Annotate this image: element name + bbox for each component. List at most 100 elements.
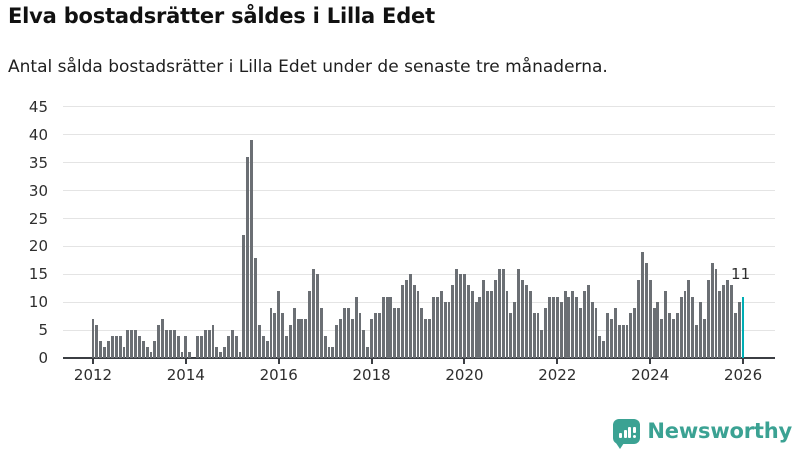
bar [737, 302, 741, 358]
bar [459, 274, 463, 358]
x-tick-mark [463, 359, 466, 364]
bar [374, 313, 377, 358]
bar [172, 330, 176, 358]
bar [451, 285, 455, 358]
y-tick-label: 45 [28, 97, 48, 116]
bar [238, 352, 242, 358]
bar [354, 296, 358, 358]
bar [660, 318, 664, 358]
bar [710, 263, 714, 358]
bar [408, 274, 412, 358]
bar [540, 330, 544, 358]
bar [579, 307, 582, 358]
bar [207, 330, 211, 358]
bar [304, 318, 308, 358]
x-tick-mark [556, 359, 559, 364]
bar [362, 330, 366, 358]
bar [675, 313, 679, 358]
bar [695, 324, 699, 358]
x-tick-mark [277, 359, 280, 364]
bar [319, 307, 323, 358]
y-tick-label: 0 [38, 349, 48, 367]
bar [532, 313, 536, 358]
bar [412, 285, 416, 358]
x-tick-mark [92, 359, 94, 364]
bar [548, 296, 552, 358]
bar [586, 285, 590, 358]
bar [629, 313, 633, 358]
bar [401, 285, 404, 358]
bar [312, 268, 315, 358]
bar [466, 285, 470, 358]
x-axis-line [63, 357, 775, 359]
bar [165, 330, 168, 358]
bar [726, 279, 730, 358]
bar [211, 324, 215, 358]
bar [339, 318, 343, 358]
bar [656, 302, 660, 358]
y-tick-label: 40 [28, 125, 48, 144]
bar [637, 279, 641, 358]
bar [625, 324, 629, 358]
bar [702, 318, 706, 358]
x-tick-label: 2020 [445, 366, 484, 384]
bar [567, 296, 571, 358]
bar [110, 335, 114, 358]
bar [300, 318, 304, 358]
bar [180, 352, 184, 358]
bar [563, 291, 567, 358]
bar [497, 268, 501, 358]
bar [443, 302, 447, 358]
bar [555, 296, 559, 358]
y-tick-label: 25 [28, 209, 48, 228]
bar [343, 307, 346, 358]
x-tick-label: 2024 [631, 366, 670, 384]
bar [219, 352, 223, 358]
bar [486, 291, 490, 358]
bar [103, 346, 107, 358]
bar [668, 313, 671, 358]
y-tick-label: 35 [28, 153, 48, 172]
bar [524, 285, 528, 358]
y-tick-label: 15 [28, 265, 48, 284]
bar [571, 291, 575, 358]
bar [153, 341, 157, 358]
bar [606, 313, 610, 358]
bar [590, 302, 594, 358]
bar [91, 318, 95, 358]
bar [722, 285, 726, 358]
bar [397, 307, 401, 358]
bar [536, 313, 540, 358]
gridline [63, 162, 775, 164]
bar [196, 335, 199, 358]
highlighted-bar [741, 296, 745, 358]
gridline [63, 245, 775, 247]
y-tick-label: 30 [28, 181, 48, 200]
bar [161, 318, 165, 358]
gridline [63, 218, 775, 220]
bar [234, 335, 238, 358]
bar [389, 296, 393, 358]
bar [644, 263, 648, 358]
bar [478, 296, 482, 358]
bar [501, 268, 505, 358]
bar [331, 346, 335, 358]
bar [447, 302, 451, 358]
bar [463, 274, 466, 358]
bar [358, 313, 362, 358]
bar [439, 291, 443, 358]
x-tick-label: 2018 [352, 366, 391, 384]
bar [273, 313, 277, 358]
bar [335, 324, 339, 358]
gridline [63, 273, 775, 275]
bar [149, 352, 153, 358]
bar [381, 296, 385, 358]
bar [323, 335, 327, 358]
bar [269, 307, 273, 358]
bar [490, 291, 493, 358]
bar [377, 313, 381, 358]
bar [327, 346, 331, 358]
bar [176, 335, 180, 358]
bar [617, 324, 621, 358]
bar [474, 302, 478, 358]
